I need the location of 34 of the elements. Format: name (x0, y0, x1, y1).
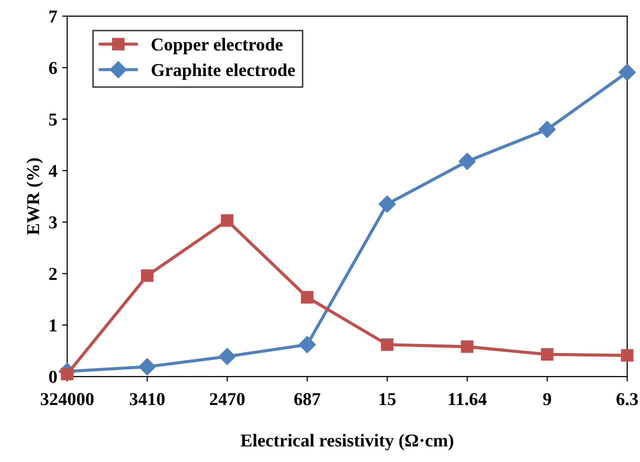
y-tick-label: 6 (49, 62, 57, 74)
x-tick-label: 687 (294, 393, 320, 406)
point (618, 64, 636, 81)
y-tick-label: 0 (49, 370, 57, 383)
y-axis-title: EWR (%) (26, 158, 43, 235)
x-tick-label: 6.3 (616, 393, 638, 406)
x-tick-label: 15 (380, 393, 396, 406)
x-tick-label: 2470 (210, 393, 245, 406)
point (378, 196, 396, 213)
point (540, 348, 554, 361)
point (620, 349, 634, 362)
point (140, 269, 154, 282)
y-tick-label: 7 (49, 10, 58, 22)
x-tick-label: 9 (543, 393, 552, 406)
y-tick-label: 5 (49, 114, 57, 126)
x-tick-label: 3410 (130, 393, 165, 406)
x-tick-label: 11.64 (448, 393, 487, 406)
y-tick-label: 1 (50, 319, 57, 332)
x-tick-label: 324000 (40, 393, 94, 406)
x-axis-title: Electrical resistivity (Ω·cm) (240, 434, 454, 450)
y-tick-label: 4 (48, 164, 58, 177)
point (138, 358, 156, 376)
point (538, 120, 556, 138)
point (458, 152, 476, 170)
point (218, 348, 236, 366)
point (298, 336, 316, 354)
legend-label: Graphite electrode (152, 63, 295, 80)
point (300, 291, 314, 304)
point (460, 340, 474, 353)
point (380, 338, 394, 351)
y-tick-label: 2 (49, 268, 57, 280)
y-tick-label: 3 (49, 216, 57, 229)
legend-label: Copper electrode (152, 38, 283, 54)
point (220, 214, 234, 227)
